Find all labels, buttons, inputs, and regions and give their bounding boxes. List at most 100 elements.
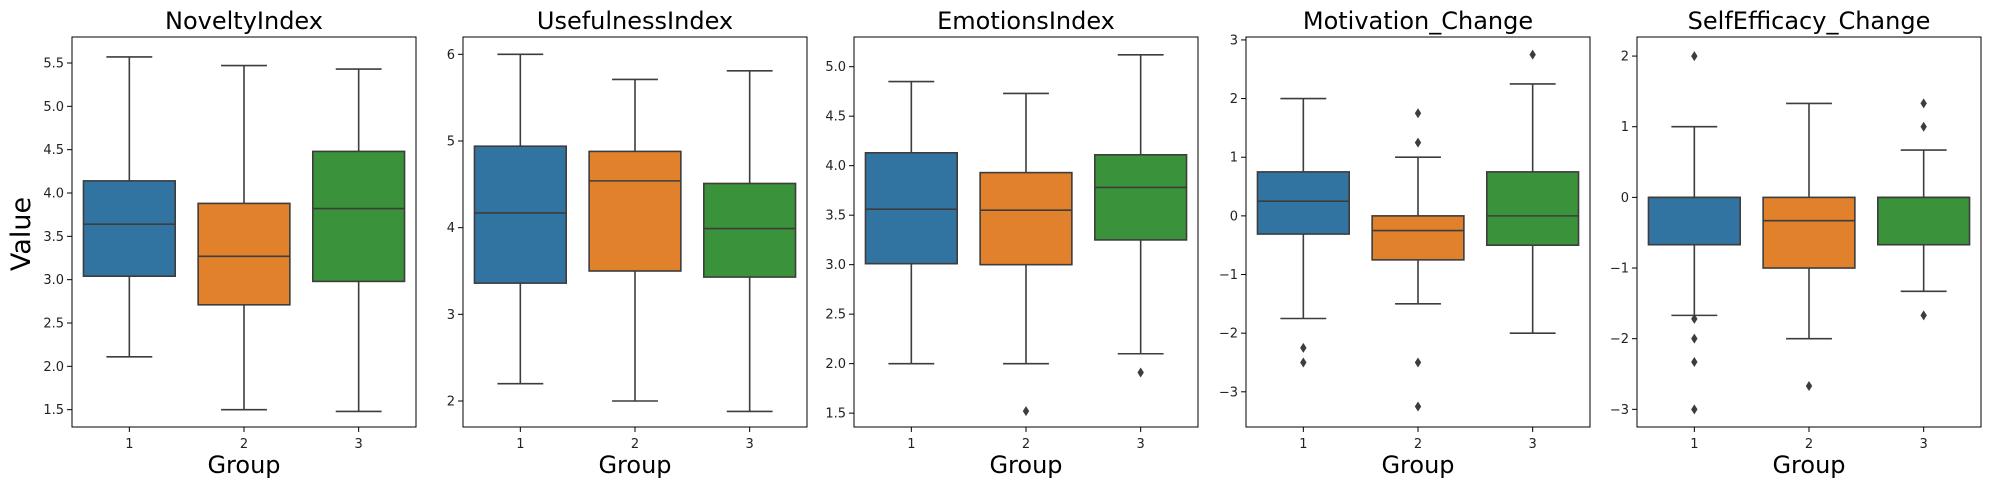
y-tick-label: 1.5 xyxy=(43,403,64,418)
box-iqr xyxy=(1094,153,1188,241)
x-tick-label: 2 xyxy=(631,437,639,452)
y-tick-label: 1.5 xyxy=(825,407,846,422)
y-tick-label: −2 xyxy=(1610,332,1629,347)
x-tick-label: 3 xyxy=(1529,437,1537,452)
x-axis-label: Group xyxy=(989,451,1062,479)
x-tick-label: 1 xyxy=(1690,437,1698,452)
x-axis-label: Group xyxy=(1772,451,1845,479)
panels: NoveltyIndex 1.5 2.0 2.5 3.0 3.5 4.0 4.5 5.0 5.5 1… xyxy=(43,7,1982,479)
x-tick-label: 2 xyxy=(1022,437,1030,452)
outlier-point xyxy=(1691,404,1698,415)
box-iqr xyxy=(1877,196,1971,246)
box-group-2 xyxy=(979,92,1073,417)
y-tick-label: 2 xyxy=(1230,92,1238,107)
x-axis-label: Group xyxy=(207,451,280,479)
box-iqr xyxy=(1371,215,1465,261)
x-tick-label: 1 xyxy=(516,437,524,452)
box-group-1 xyxy=(1647,51,1742,415)
outlier-point xyxy=(1300,342,1307,353)
box-iqr xyxy=(311,150,406,283)
box-group-3 xyxy=(1877,98,1971,321)
outlier-point xyxy=(1022,406,1030,417)
y-tick-label: 3.5 xyxy=(825,209,846,224)
outlier-point xyxy=(1529,49,1536,60)
x-axis-label: Group xyxy=(598,451,671,479)
box-group-2 xyxy=(197,64,291,411)
box-group-1 xyxy=(864,80,959,365)
y-tick-label: 6 xyxy=(447,48,455,63)
panel-title: Motivation_Change xyxy=(1303,7,1533,35)
y-tick-label: −1 xyxy=(1610,262,1629,277)
panel-title: SelfEfficacy_Change xyxy=(1688,7,1931,35)
y-tick-label: 4.0 xyxy=(43,187,64,202)
y-tick-label: 3 xyxy=(1230,33,1238,48)
panel-1: NoveltyIndex 1.5 2.0 2.5 3.0 3.5 4.0 4.5 5.0 5.5 1… xyxy=(43,7,417,479)
box-group-2 xyxy=(588,78,682,402)
x-tick-label: 1 xyxy=(125,437,133,452)
box-iqr xyxy=(979,171,1073,266)
outlier-point xyxy=(1414,401,1422,412)
box-group-3 xyxy=(311,68,406,413)
x-tick-label: 2 xyxy=(1805,437,1813,452)
box-group-1 xyxy=(473,53,568,385)
y-tick-label: −3 xyxy=(1219,385,1238,400)
box-group-2 xyxy=(1762,102,1856,392)
outlier-point xyxy=(1414,137,1422,148)
x-tick-label: 3 xyxy=(1137,437,1145,452)
box-group-1 xyxy=(1256,97,1351,368)
y-tick-label: 2.5 xyxy=(43,317,64,332)
y-tick-label: 4.5 xyxy=(43,143,64,158)
x-tick-label: 3 xyxy=(746,437,754,452)
y-tick-label: 1 xyxy=(1621,120,1629,135)
y-tick-label: 2.5 xyxy=(825,308,846,323)
y-tick-label: 5 xyxy=(447,135,455,150)
box-iqr xyxy=(82,180,176,278)
box-group-2 xyxy=(1371,108,1465,412)
y-tick-label: 0 xyxy=(1230,209,1238,224)
x-tick-label: 3 xyxy=(355,437,363,452)
outlier-point xyxy=(1691,333,1698,344)
panel-5: SelfEfficacy_Change −3 −2 −1 0 1 2 1 2 3 Group xyxy=(1610,7,1982,479)
y-tick-label: 4.0 xyxy=(825,159,846,174)
box-iqr xyxy=(473,145,568,284)
y-tick-label: 3.0 xyxy=(43,273,64,288)
y-tick-label: 3.5 xyxy=(43,230,64,245)
y-tick-label: 2.0 xyxy=(43,360,64,375)
y-tick-label: 3.0 xyxy=(825,258,846,273)
outlier-point xyxy=(1920,310,1927,321)
y-tick-label: 2 xyxy=(447,395,455,410)
y-tick-label: 2.0 xyxy=(825,357,846,372)
panel-4: Motivation_Change −3 −2 −1 0 1 2 3 1 2 3 Group xyxy=(1219,7,1591,479)
outlier-point xyxy=(1691,357,1698,367)
box-iqr xyxy=(1647,196,1742,246)
y-tick-label: 5.0 xyxy=(825,60,846,75)
box-group-3 xyxy=(1094,54,1188,378)
x-tick-label: 2 xyxy=(1414,437,1422,452)
panel-title: UsefulnessIndex xyxy=(537,7,733,35)
box-group-1 xyxy=(82,56,176,358)
box-iqr xyxy=(1486,171,1580,246)
y-tick-label: −2 xyxy=(1219,327,1238,342)
outlier-point xyxy=(1691,313,1698,324)
outlier-point xyxy=(1414,357,1422,368)
box-iqr xyxy=(702,182,797,278)
y-tick-label: 5.0 xyxy=(43,100,64,115)
y-tick-label: 2 xyxy=(1621,50,1629,65)
outlier-point xyxy=(1137,367,1144,378)
outlier-point xyxy=(1920,98,1927,109)
figure-y-axis-label: Value xyxy=(6,197,37,271)
box-iqr xyxy=(864,152,959,265)
outlier-point xyxy=(1691,51,1698,62)
y-tick-label: 5.5 xyxy=(43,57,64,72)
y-tick-label: 0 xyxy=(1621,191,1629,206)
y-tick-label: −1 xyxy=(1219,268,1238,283)
box-iqr xyxy=(1256,171,1351,235)
y-tick-label: 4.5 xyxy=(825,110,846,125)
x-tick-label: 3 xyxy=(1920,437,1928,452)
panel-title: NoveltyIndex xyxy=(165,7,323,35)
x-tick-label: 1 xyxy=(907,437,915,452)
y-tick-label: 3 xyxy=(447,308,455,323)
panel-3: EmotionsIndex 1.5 2.0 2.5 3.0 3.5 4.0 4.5 5.0 1 2 3… xyxy=(825,7,1199,479)
box-iqr xyxy=(1762,196,1856,269)
